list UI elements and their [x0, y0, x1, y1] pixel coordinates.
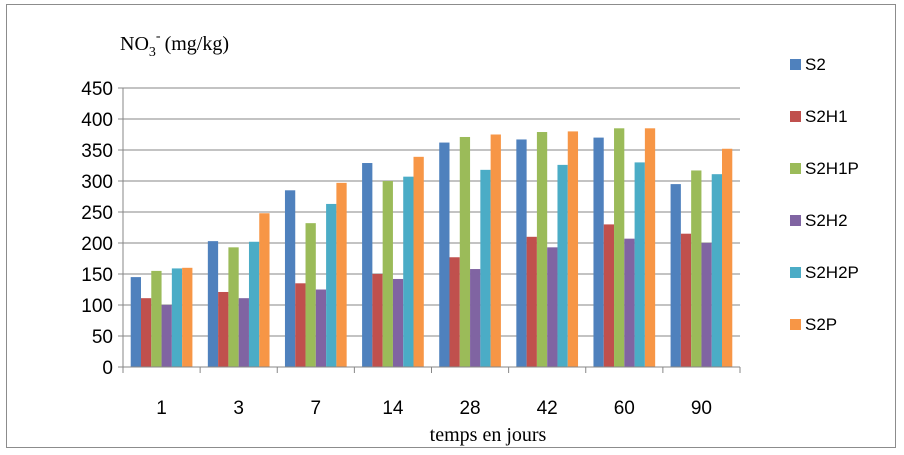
y-tick-label: 400 [81, 110, 113, 131]
bar-s2h2p-7 [326, 203, 337, 367]
x-tick-label: 7 [311, 398, 322, 419]
y-tick-label: 350 [81, 141, 113, 162]
y-tick-label: 300 [81, 172, 113, 193]
bar-s2h2-3 [238, 298, 249, 367]
x-tick-label: 60 [614, 398, 635, 419]
bar-s2h1-90 [680, 233, 692, 367]
bar-s2h1-3 [218, 291, 229, 367]
x-tick-label: 42 [537, 398, 558, 419]
bar-s2h1-7 [295, 283, 306, 367]
y-tick-label: 450 [81, 79, 113, 100]
x-tick-label: 1 [156, 398, 167, 419]
bar-s2h2p-3 [248, 241, 260, 367]
legend-swatch-s2h1 [790, 111, 801, 122]
y-tick-label: 250 [81, 203, 113, 224]
y-axis-label: NO3- (mg/kg) [120, 29, 229, 60]
bar-s2-14 [362, 163, 373, 367]
bar-s2h2-90 [701, 243, 712, 367]
x-tick-label: 90 [691, 398, 712, 419]
bar-s2h2p-42 [557, 164, 568, 367]
bar-s2-1 [130, 277, 141, 367]
bar-s2h2-28 [470, 269, 481, 367]
bar-s2p-3 [259, 213, 270, 367]
x-axis-label: temps en jours [430, 424, 547, 446]
bar-s2h1p-7 [305, 223, 316, 367]
legend-swatch-s2p [790, 319, 801, 330]
bar-s2h2p-60 [634, 162, 645, 367]
bar-s2p-1 [182, 267, 193, 367]
chart-frame [6, 4, 896, 448]
legend-label-s2h1: S2H1 [805, 107, 848, 126]
bar-s2h2-60 [624, 238, 635, 367]
bar-s2h2p-90 [711, 174, 723, 367]
bar-s2p-60 [644, 128, 656, 367]
bar-s2p-42 [567, 131, 579, 367]
bar-s2h1p-3 [228, 247, 239, 367]
y-tick-label: 50 [92, 327, 113, 348]
bar-s2-42 [516, 139, 527, 367]
legend-label-s2h2p: S2H2P [805, 263, 859, 282]
bar-s2p-28 [490, 134, 501, 367]
bar-s2h2-42 [547, 247, 558, 367]
bar-s2h2-14 [392, 278, 404, 367]
bar-s2h1-60 [603, 224, 615, 367]
bar-s2-7 [284, 190, 296, 367]
legend-label-s2h1p: S2H1P [805, 159, 859, 178]
x-tick-label: 28 [459, 398, 480, 419]
bar-s2h1p-90 [691, 170, 702, 367]
y-tick-label: 100 [81, 296, 113, 317]
y-tick-label: 0 [102, 358, 113, 379]
bar-s2-3 [207, 241, 219, 367]
legend-swatch-s2h1p [790, 163, 801, 174]
legend-label-s2h2: S2H2 [805, 211, 848, 230]
y-tick-label: 200 [81, 234, 113, 255]
legend-swatch-s2h2p [790, 267, 801, 278]
bar-s2-60 [593, 137, 604, 367]
x-tick-label: 3 [233, 398, 244, 419]
bar-s2h2p-1 [171, 268, 183, 367]
bar-s2h1p-14 [382, 181, 393, 367]
bar-s2h1p-1 [151, 270, 162, 367]
bar-s2h1-1 [140, 298, 152, 367]
bar-s2h2p-14 [403, 176, 414, 367]
x-tick-label: 14 [382, 398, 404, 419]
bar-s2h1p-28 [459, 136, 471, 367]
bar-s2h1-14 [372, 274, 383, 367]
bar-s2h2-1 [161, 305, 172, 367]
bar-s2p-90 [722, 148, 733, 367]
legend-swatch-s2h2 [790, 215, 801, 226]
bar-s2h1-42 [526, 236, 537, 367]
bar-s2h1-28 [449, 257, 460, 367]
bar-s2p-7 [336, 182, 347, 367]
bar-s2h2p-28 [480, 169, 491, 367]
bar-s2-90 [670, 184, 681, 367]
bar-s2h1p-42 [536, 132, 548, 367]
bar-s2-28 [439, 142, 450, 367]
bar-s2h1p-60 [614, 128, 625, 367]
legend-swatch-s2 [790, 59, 801, 70]
bar-s2h2-7 [315, 289, 327, 367]
legend-label-s2: S2 [805, 55, 826, 74]
bar-s2p-14 [413, 156, 424, 367]
y-tick-label: 150 [81, 265, 113, 286]
legend-label-s2p: S2P [805, 315, 837, 334]
